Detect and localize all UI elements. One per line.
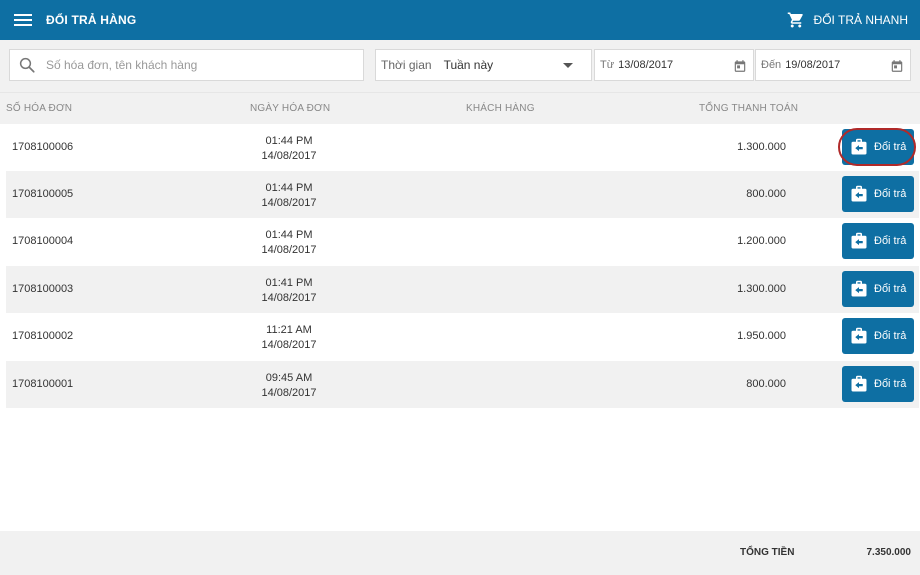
invoice-number: 1708100004 <box>12 235 74 247</box>
app-bar: ĐỔI TRẢ HÀNG ĐỔI TRẢ NHANH <box>0 0 920 40</box>
return-button[interactable]: Đổi trả <box>842 271 914 307</box>
date-from-field[interactable]: Từ 13/08/2017 <box>594 49 754 81</box>
table-row[interactable]: 1708100003 01:41 PM 14/08/2017 1.300.000… <box>6 266 919 313</box>
invoice-total: 800.000 <box>746 188 786 200</box>
invoice-number: 1708100001 <box>12 378 74 390</box>
quick-return-label: ĐỔI TRẢ NHANH <box>813 13 908 27</box>
return-button-label: Đổi trả <box>874 235 907 247</box>
return-button-label: Đổi trả <box>874 378 907 390</box>
invoice-datetime: 01:44 PM 14/08/2017 <box>236 181 342 211</box>
invoice-time: 01:44 PM <box>265 229 313 241</box>
return-icon <box>851 280 867 297</box>
col-invoice-date: NGÀY HÓA ĐƠN <box>250 103 331 114</box>
return-icon <box>851 232 867 249</box>
footer-total-bar: TỔNG TIỀN 7.350.000 <box>0 531 920 575</box>
invoice-date: 14/08/2017 <box>261 197 317 209</box>
return-icon <box>851 375 867 392</box>
grand-total-label: TỔNG TIỀN <box>740 547 795 558</box>
col-invoice-number: SỐ HÓA ĐƠN <box>6 103 73 114</box>
caret-down-icon <box>563 63 573 68</box>
return-button-label: Đổi trả <box>874 330 907 342</box>
time-range-value: Tuần này <box>443 58 494 72</box>
date-to-value: 19/08/2017 <box>785 59 841 71</box>
invoice-datetime: 11:21 AM 14/08/2017 <box>236 323 342 353</box>
menu-icon[interactable] <box>14 12 32 28</box>
table-row[interactable]: 1708100002 11:21 AM 14/08/2017 1.950.000… <box>6 313 919 360</box>
return-button-label: Đổi trả <box>874 283 907 295</box>
invoice-time: 01:41 PM <box>265 277 313 289</box>
table-row[interactable]: 1708100005 01:44 PM 14/08/2017 800.000 Đ… <box>6 171 919 218</box>
calendar-icon[interactable] <box>733 59 747 73</box>
date-to-label: Đến <box>761 59 782 71</box>
search-icon <box>19 57 35 73</box>
invoice-number: 1708100003 <box>12 283 74 295</box>
invoice-time: 09:45 AM <box>265 372 313 384</box>
time-range-select[interactable]: Thời gian Tuần này <box>375 49 592 81</box>
table-row[interactable]: 1708100004 01:44 PM 14/08/2017 1.200.000… <box>6 218 919 265</box>
return-button[interactable]: Đổi trả <box>842 129 914 165</box>
search-box[interactable] <box>9 49 364 81</box>
cart-icon <box>787 12 803 28</box>
time-range-label: Thời gian <box>381 58 432 72</box>
return-icon <box>851 138 867 155</box>
return-icon <box>851 327 867 344</box>
invoice-date: 14/08/2017 <box>261 292 317 304</box>
invoice-datetime: 01:44 PM 14/08/2017 <box>236 228 342 258</box>
invoice-number: 1708100005 <box>12 188 74 200</box>
table-header: SỐ HÓA ĐƠN NGÀY HÓA ĐƠN KHÁCH HÀNG TỔNG … <box>0 92 920 124</box>
invoice-total: 800.000 <box>746 378 786 390</box>
table-row[interactable]: 1708100001 09:45 AM 14/08/2017 800.000 Đ… <box>6 361 919 408</box>
invoice-total: 1.950.000 <box>737 330 786 342</box>
invoice-date: 14/08/2017 <box>261 339 317 351</box>
return-icon <box>851 185 867 202</box>
invoice-total: 1.300.000 <box>737 141 786 153</box>
invoice-number: 1708100006 <box>12 141 74 153</box>
invoice-date: 14/08/2017 <box>261 150 317 162</box>
date-to-field[interactable]: Đến 19/08/2017 <box>755 49 911 81</box>
return-button[interactable]: Đổi trả <box>842 223 914 259</box>
invoice-total: 1.300.000 <box>737 283 786 295</box>
grand-total-value: 7.350.000 <box>866 547 912 558</box>
search-input[interactable] <box>44 57 348 73</box>
date-from-label: Từ <box>600 59 615 71</box>
invoice-date: 14/08/2017 <box>261 244 317 256</box>
return-button-label: Đổi trả <box>874 188 907 200</box>
calendar-icon[interactable] <box>890 59 904 73</box>
return-button[interactable]: Đổi trả <box>842 176 914 212</box>
col-customer: KHÁCH HÀNG <box>466 103 535 114</box>
quick-return-button[interactable]: ĐỔI TRẢ NHANH <box>786 10 908 30</box>
invoice-datetime: 01:44 PM 14/08/2017 <box>236 134 342 164</box>
return-button[interactable]: Đổi trả <box>842 366 914 402</box>
invoice-date: 14/08/2017 <box>261 387 317 399</box>
table-row[interactable]: 1708100006 01:44 PM 14/08/2017 1.300.000… <box>6 124 919 171</box>
invoice-number: 1708100002 <box>12 330 74 342</box>
invoice-total: 1.200.000 <box>737 235 786 247</box>
col-total: TỔNG THANH TOÁN <box>699 103 799 114</box>
filter-bar: Thời gian Tuần này Từ 13/08/2017 Đến 19/… <box>0 40 920 92</box>
return-button[interactable]: Đổi trả <box>842 318 914 354</box>
return-button-label: Đổi trả <box>874 141 907 153</box>
invoice-datetime: 01:41 PM 14/08/2017 <box>236 276 342 306</box>
page-title: ĐỔI TRẢ HÀNG <box>46 13 137 27</box>
invoice-datetime: 09:45 AM 14/08/2017 <box>236 371 342 401</box>
invoice-time: 01:44 PM <box>265 182 313 194</box>
invoice-time: 11:21 AM <box>266 324 312 336</box>
invoice-time: 01:44 PM <box>265 135 313 147</box>
date-from-value: 13/08/2017 <box>618 59 674 71</box>
